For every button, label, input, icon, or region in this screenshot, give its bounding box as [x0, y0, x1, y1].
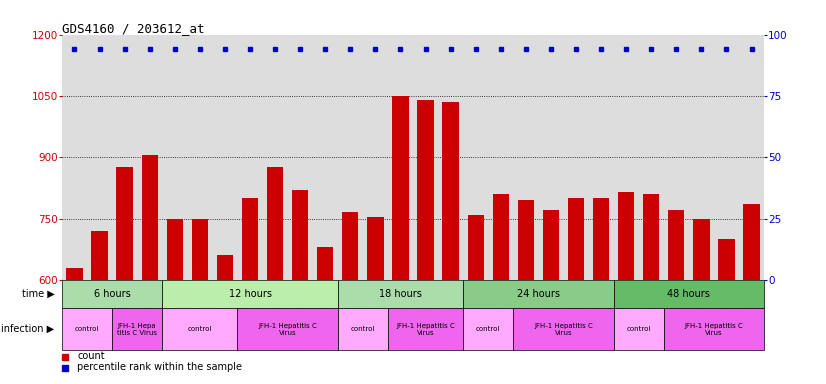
Text: 6 hours: 6 hours [93, 289, 131, 299]
Bar [338, 280, 463, 308]
Bar [368, 217, 383, 280]
Bar [618, 192, 634, 280]
Bar [392, 96, 409, 280]
Bar [518, 200, 534, 280]
Bar [492, 194, 509, 280]
Bar [468, 215, 484, 280]
Text: count: count [78, 351, 105, 361]
Text: GDS4160 / 203612_at: GDS4160 / 203612_at [62, 22, 205, 35]
Bar [513, 308, 614, 350]
Bar [62, 308, 112, 350]
Text: time ▶: time ▶ [21, 289, 55, 299]
Text: 18 hours: 18 hours [379, 289, 422, 299]
Bar [162, 280, 338, 308]
Bar [664, 308, 764, 350]
Text: 48 hours: 48 hours [667, 289, 710, 299]
Bar [192, 219, 208, 280]
Text: infection ▶: infection ▶ [2, 324, 55, 334]
Text: control: control [626, 326, 651, 332]
Bar [443, 102, 458, 280]
Bar [388, 308, 463, 350]
Bar [338, 308, 388, 350]
Bar [567, 198, 584, 280]
Bar [342, 212, 358, 280]
Bar [693, 218, 710, 280]
Bar [417, 100, 434, 280]
Bar [167, 219, 183, 280]
Bar [614, 308, 664, 350]
Bar [543, 210, 559, 280]
Bar [116, 167, 133, 280]
Text: control: control [476, 326, 501, 332]
Bar [112, 308, 162, 350]
Bar [141, 155, 158, 280]
Bar [238, 308, 338, 350]
Bar [292, 190, 308, 280]
Text: control: control [75, 326, 99, 332]
Bar [162, 308, 238, 350]
Bar [463, 308, 513, 350]
Bar [92, 231, 107, 280]
Text: 24 hours: 24 hours [517, 289, 560, 299]
Bar [242, 198, 259, 280]
Bar [593, 198, 610, 280]
Text: 12 hours: 12 hours [229, 289, 272, 299]
Bar [66, 268, 83, 280]
Text: control: control [351, 326, 375, 332]
Text: percentile rank within the sample: percentile rank within the sample [78, 362, 242, 372]
Bar [743, 204, 760, 280]
Bar [267, 167, 283, 280]
Bar [614, 280, 764, 308]
Bar [719, 239, 734, 280]
Bar [668, 210, 685, 280]
Text: control: control [188, 326, 212, 332]
Bar [62, 280, 162, 308]
Text: JFH-1 Hepa
titis C Virus: JFH-1 Hepa titis C Virus [117, 323, 157, 336]
Bar [643, 194, 659, 280]
Text: JFH-1 Hepatitis C
Virus: JFH-1 Hepatitis C Virus [685, 323, 743, 336]
Text: JFH-1 Hepatitis C
Virus: JFH-1 Hepatitis C Virus [259, 323, 317, 336]
Text: JFH-1 Hepatitis C
Virus: JFH-1 Hepatitis C Virus [396, 323, 455, 336]
Bar [463, 280, 614, 308]
Bar [317, 247, 334, 280]
Bar [216, 255, 233, 280]
Text: JFH-1 Hepatitis C
Virus: JFH-1 Hepatitis C Virus [534, 323, 593, 336]
